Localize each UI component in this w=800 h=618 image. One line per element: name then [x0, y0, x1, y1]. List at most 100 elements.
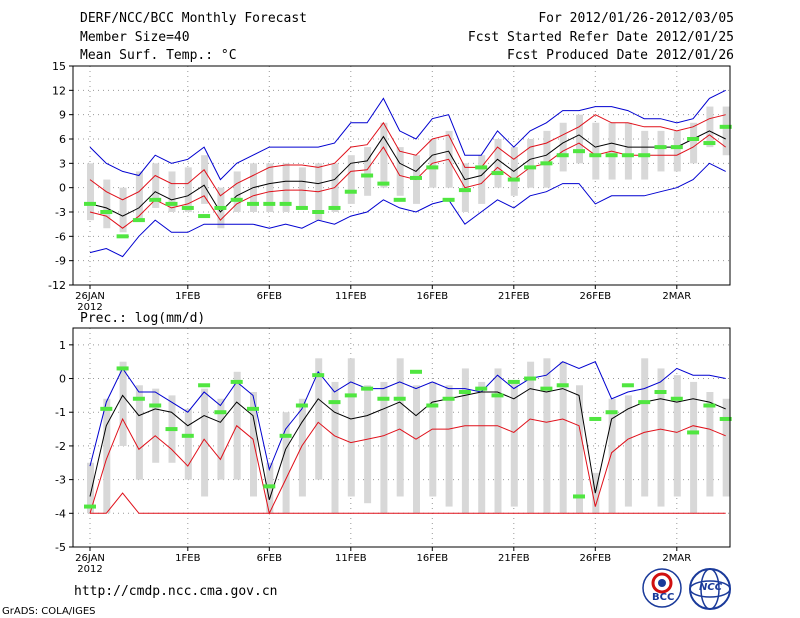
obs-marker — [573, 149, 585, 154]
obs-marker — [100, 210, 113, 214]
ensemble-box — [527, 361, 535, 514]
obs-marker — [540, 386, 553, 391]
ensemble-box — [722, 398, 730, 497]
obs-marker — [719, 124, 732, 129]
obs-marker — [247, 201, 259, 206]
obs-marker — [605, 153, 618, 158]
obs-marker — [589, 153, 602, 158]
obs-marker — [687, 137, 700, 141]
x-tick-label: 16FEB — [416, 553, 448, 564]
series-line-min — [90, 492, 726, 514]
obs-marker — [214, 205, 227, 210]
obs-marker — [507, 379, 520, 384]
ensemble-box — [657, 130, 665, 172]
y-tick-label: -3 — [55, 474, 66, 487]
y-tick-label: 3 — [59, 157, 66, 170]
obs-marker — [491, 393, 504, 398]
obs-marker — [377, 181, 390, 186]
ensemble-box — [722, 106, 730, 156]
ensemble-box — [576, 114, 583, 164]
y-tick-label: 1 — [59, 339, 66, 352]
obs-marker — [84, 504, 96, 509]
ensemble-box — [706, 106, 714, 148]
ensemble-box — [315, 358, 323, 480]
series-line-min — [89, 162, 726, 258]
y-tick-label: -6 — [55, 230, 66, 243]
ensemble-box — [87, 462, 94, 514]
obs-marker — [312, 373, 325, 378]
x-tick-label: 26JAN — [75, 291, 105, 302]
obs-marker — [426, 403, 439, 408]
obs-marker — [540, 161, 553, 166]
obs-marker — [263, 484, 276, 489]
obs-marker — [361, 386, 374, 391]
obs-marker — [426, 165, 439, 170]
source-url[interactable]: http://cmdp.ncc.cma.gov.cn — [74, 584, 278, 599]
obs-marker — [377, 396, 390, 401]
series-line-lower — [89, 134, 726, 229]
obs-marker — [198, 214, 211, 219]
y-tick-label: 0 — [59, 182, 66, 195]
ensemble-box — [152, 388, 160, 463]
ensemble-box — [657, 368, 665, 507]
x-tick-label: 1FEB — [175, 553, 200, 564]
obs-marker — [410, 175, 422, 180]
obs-marker — [132, 396, 145, 401]
obs-marker — [181, 433, 194, 438]
ensemble-box — [152, 163, 160, 208]
obs-marker — [247, 406, 259, 411]
y-tick-label: 15 — [52, 60, 66, 73]
obs-marker — [361, 173, 374, 178]
obs-marker — [491, 171, 504, 176]
x-tick-label: 26JAN — [75, 553, 105, 564]
ensemble-box — [608, 398, 616, 514]
y-tick-label: -4 — [55, 507, 66, 520]
x-tick-label: 16FEB — [416, 291, 448, 302]
ensemble-box — [250, 392, 257, 497]
ensemble-box — [298, 398, 306, 497]
bcc-logo-text: BCC — [652, 592, 675, 603]
ensemble-box — [527, 139, 535, 188]
obs-marker — [149, 197, 162, 202]
ensemble-box — [282, 412, 290, 514]
ensemble-box — [233, 171, 241, 212]
ensemble-box — [624, 395, 632, 507]
ensemble-box — [298, 167, 306, 208]
series-line-lower — [89, 417, 726, 515]
obs-marker — [605, 410, 618, 415]
obs-marker — [100, 406, 113, 411]
ensemble-box — [168, 171, 176, 212]
y-tick-label: 6 — [59, 133, 66, 146]
obs-marker — [719, 416, 732, 421]
obs-marker — [344, 189, 357, 194]
obs-marker — [573, 494, 585, 499]
obs-marker — [230, 197, 243, 202]
grads-credit: GrADS: COLA/IGES — [2, 606, 96, 617]
y-tick-label: 12 — [52, 84, 66, 97]
series-line-max — [89, 361, 726, 472]
ensemble-box — [201, 388, 209, 497]
ensemble-box — [184, 167, 192, 212]
ensemble-box — [690, 122, 698, 164]
obs-marker — [393, 197, 406, 202]
obs-marker — [556, 383, 569, 388]
ensemble-box — [119, 187, 127, 233]
ensemble-box — [559, 122, 567, 172]
ensemble-box — [87, 163, 94, 221]
ensemble-box — [413, 385, 420, 514]
x-tick-label: 1FEB — [175, 291, 200, 302]
plot-frame — [72, 327, 731, 548]
obs-marker — [475, 165, 488, 170]
obs-marker — [393, 396, 406, 401]
obs-marker — [116, 234, 129, 239]
obs-marker — [670, 145, 683, 150]
obs-marker — [132, 218, 145, 223]
plot-frame — [72, 65, 731, 286]
obs-marker — [638, 153, 651, 158]
obs-marker — [524, 165, 537, 170]
ensemble-box — [510, 381, 518, 507]
obs-marker — [328, 205, 341, 210]
obs-marker — [279, 433, 292, 438]
